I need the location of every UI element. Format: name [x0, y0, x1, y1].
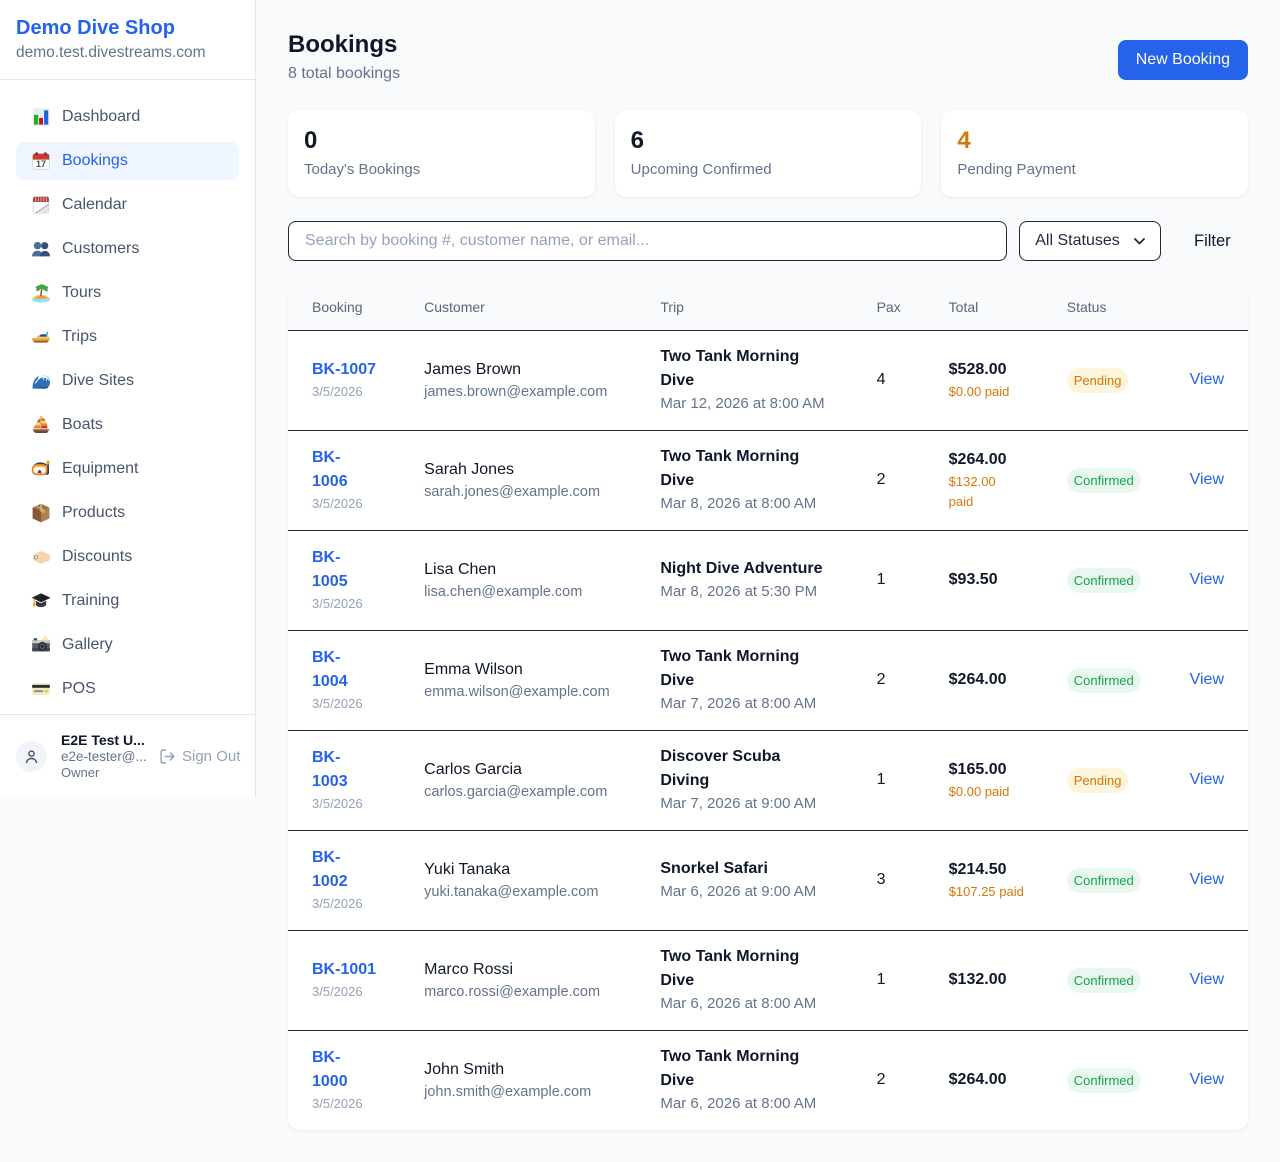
svg-text:17: 17	[36, 159, 46, 169]
